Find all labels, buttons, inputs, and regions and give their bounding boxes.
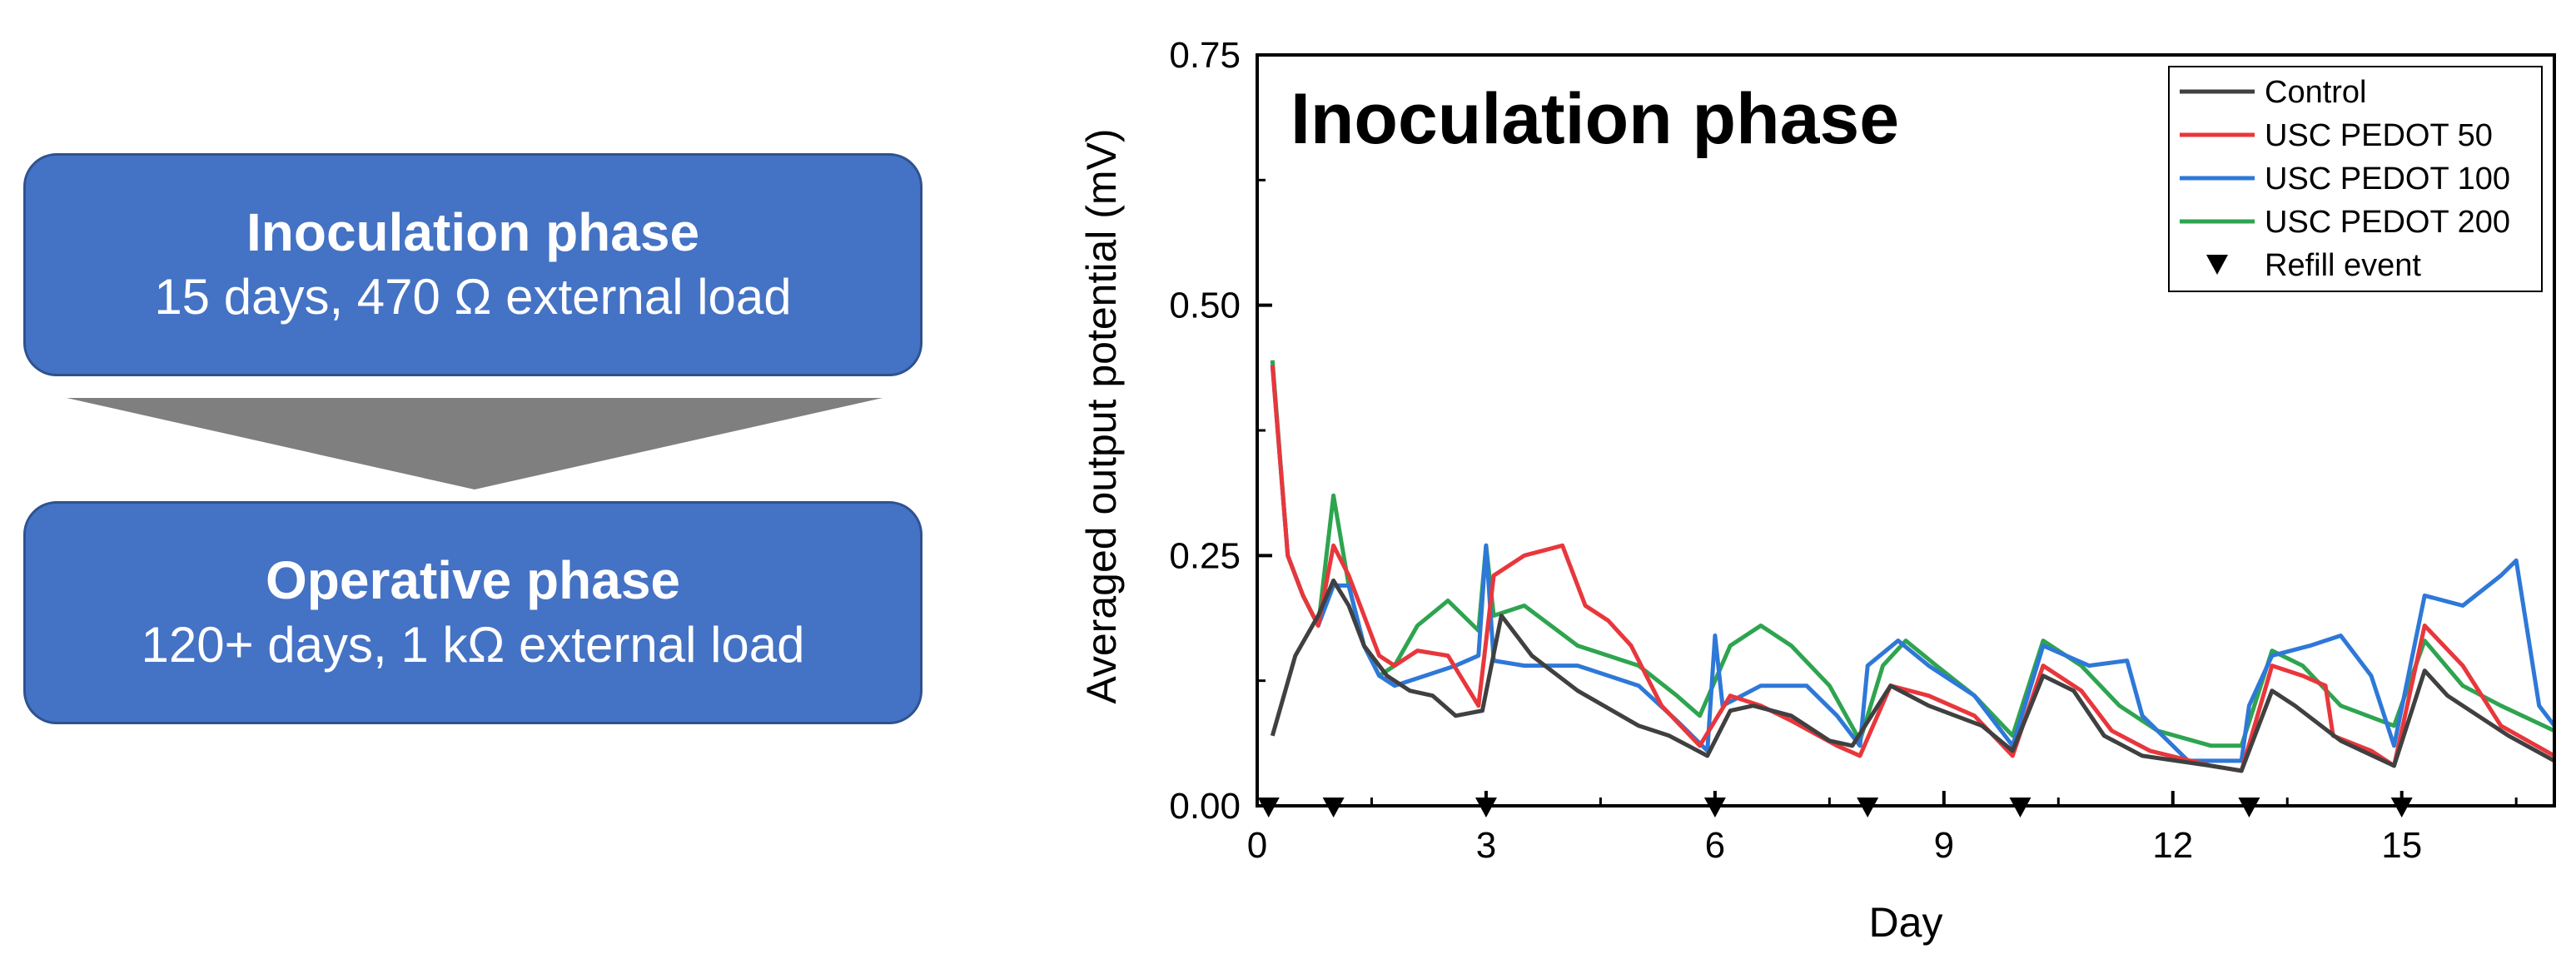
inoculation-phase-title: Inoculation phase — [246, 202, 700, 262]
x-tick-label: 0 — [1247, 825, 1267, 866]
legend-triangle-icon — [2206, 255, 2228, 275]
legend-label-usc-pedot-50: USC PEDOT 50 — [2265, 118, 2493, 153]
inoculation-phase-desc: 15 days, 470 Ω external load — [154, 269, 792, 325]
axis-ticks: 0 3 6 9 12 15 0.00 0.25 0.50 0.75 — [1169, 35, 2518, 866]
plot-lines — [1270, 360, 2556, 773]
inoculation-phase-box: Inoculation phase 15 days, 470 Ω externa… — [23, 153, 922, 376]
y-axis-title: Averaged output potential (mV) — [1078, 128, 1125, 703]
legend-label-usc-pedot-100: USC PEDOT 100 — [2265, 162, 2510, 196]
legend: Control USC PEDOT 50 USC PEDOT 100 USC P… — [2168, 66, 2543, 292]
y-tick-label: 0.50 — [1169, 286, 1241, 326]
x-tick-label: 6 — [1705, 825, 1725, 866]
flow-arrow — [67, 398, 883, 489]
chart-title: Inoculation phase — [1290, 79, 1899, 159]
legend-label-control: Control — [2265, 75, 2367, 110]
series-line-usc-pedot-100 — [1270, 365, 2556, 763]
x-tick-label: 9 — [1934, 825, 1954, 866]
operative-phase-title: Operative phase — [266, 550, 680, 610]
down-arrow-icon — [67, 398, 883, 489]
x-axis-title: Day — [1869, 899, 1943, 946]
x-tick-label: 15 — [2381, 825, 2422, 866]
y-tick-label: 0.75 — [1169, 35, 1241, 76]
operative-phase-desc: 120+ days, 1 kΩ external load — [141, 617, 805, 673]
series-line-control — [1270, 578, 2556, 773]
y-tick-label: 0.25 — [1169, 535, 1241, 576]
series-line-usc-pedot-50 — [1270, 365, 2556, 773]
x-tick-label: 3 — [1476, 825, 1496, 866]
output-potential-chart: 0 3 6 9 12 15 0.00 0.25 0.50 0.75 Inoculation pha… — [1078, 35, 2556, 946]
legend-label-refill-event: Refill event — [2265, 248, 2421, 283]
y-tick-label: 0.00 — [1169, 786, 1241, 827]
series-line-usc-pedot-200 — [1270, 360, 2556, 748]
operative-phase-box: Operative phase 120+ days, 1 kΩ external… — [23, 501, 922, 724]
x-tick-label: 12 — [2152, 825, 2193, 866]
legend-label-usc-pedot-200: USC PEDOT 200 — [2265, 205, 2510, 240]
